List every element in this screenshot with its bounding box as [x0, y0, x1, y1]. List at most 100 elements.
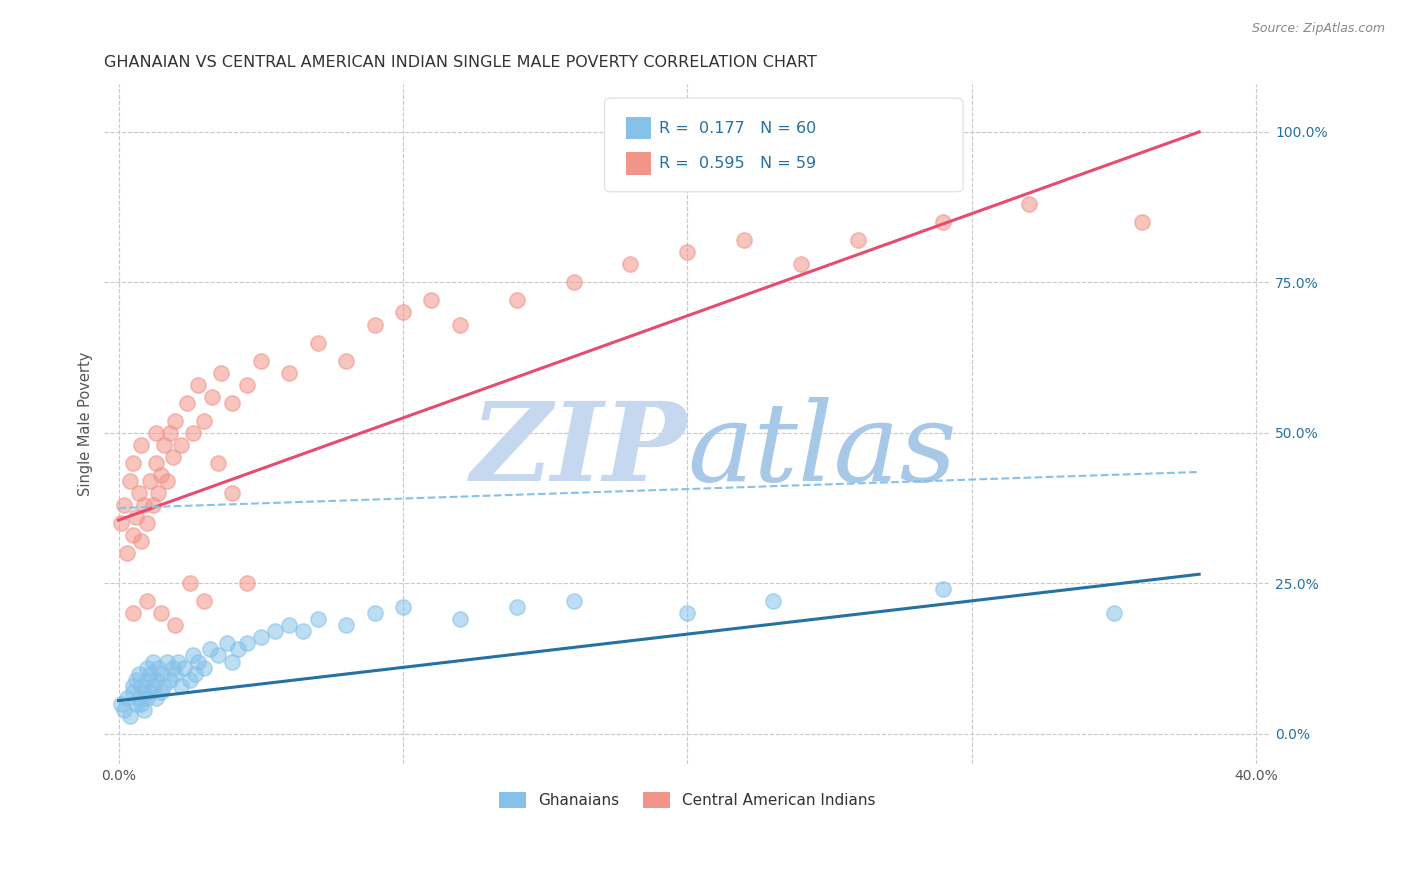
Point: [619, 257, 641, 271]
Point: [392, 305, 415, 319]
Point: [142, 498, 165, 512]
Point: [121, 679, 143, 693]
Point: [131, 679, 153, 693]
Point: [201, 390, 224, 404]
Point: [121, 607, 143, 621]
Point: [846, 233, 869, 247]
Point: [150, 666, 173, 681]
Point: [159, 425, 181, 440]
Point: [148, 486, 170, 500]
Point: [187, 655, 209, 669]
Point: [173, 660, 195, 674]
Point: [165, 618, 187, 632]
Point: [181, 425, 204, 440]
Point: [150, 467, 173, 482]
Point: [562, 594, 585, 608]
Point: [1130, 215, 1153, 229]
Point: [932, 215, 955, 229]
Text: GHANAIAN VS CENTRAL AMERICAN INDIAN SINGLE MALE POVERTY CORRELATION CHART: GHANAIAN VS CENTRAL AMERICAN INDIAN SING…: [104, 55, 817, 70]
Point: [131, 697, 153, 711]
Point: [1018, 197, 1040, 211]
Point: [156, 655, 179, 669]
Point: [142, 679, 165, 693]
Point: [145, 456, 167, 470]
Point: [181, 648, 204, 663]
Point: [226, 642, 249, 657]
Point: [179, 576, 201, 591]
Point: [148, 660, 170, 674]
Point: [124, 510, 146, 524]
Point: [165, 666, 187, 681]
Point: [307, 335, 329, 350]
Point: [278, 366, 301, 380]
Point: [235, 576, 257, 591]
Point: [176, 396, 198, 410]
Point: [124, 697, 146, 711]
Y-axis label: Single Male Poverty: Single Male Poverty: [79, 351, 93, 496]
Point: [159, 673, 181, 687]
Point: [170, 438, 193, 452]
Point: [505, 600, 527, 615]
Point: [264, 624, 287, 639]
Text: Source: ZipAtlas.com: Source: ZipAtlas.com: [1251, 22, 1385, 36]
Point: [150, 607, 173, 621]
Point: [134, 703, 156, 717]
Point: [112, 498, 135, 512]
Point: [363, 318, 385, 332]
Point: [136, 673, 159, 687]
Point: [449, 612, 471, 626]
Point: [278, 618, 301, 632]
Point: [676, 607, 699, 621]
Point: [193, 660, 215, 674]
Point: [249, 631, 271, 645]
Point: [562, 276, 585, 290]
Point: [128, 666, 150, 681]
Point: [136, 690, 159, 705]
Point: [207, 648, 229, 663]
Point: [1102, 607, 1125, 621]
Point: [162, 660, 184, 674]
Point: [198, 642, 221, 657]
Point: [762, 594, 785, 608]
Point: [118, 474, 141, 488]
Point: [221, 486, 243, 500]
Point: [335, 618, 357, 632]
Point: [136, 660, 159, 674]
Point: [790, 257, 813, 271]
Point: [124, 673, 146, 687]
Point: [139, 666, 162, 681]
Point: [121, 528, 143, 542]
Point: [733, 233, 755, 247]
Point: [110, 516, 132, 530]
Point: [193, 594, 215, 608]
Point: [179, 673, 201, 687]
Point: [235, 636, 257, 650]
Point: [235, 377, 257, 392]
Point: [131, 534, 153, 549]
Point: [145, 673, 167, 687]
Point: [307, 612, 329, 626]
Point: [153, 679, 176, 693]
Point: [249, 353, 271, 368]
Point: [292, 624, 315, 639]
Point: [676, 245, 699, 260]
Point: [167, 655, 190, 669]
Point: [134, 684, 156, 698]
Point: [932, 582, 955, 597]
Point: [150, 684, 173, 698]
Point: [162, 450, 184, 464]
Text: R =  0.595   N = 59: R = 0.595 N = 59: [659, 156, 817, 171]
Point: [121, 456, 143, 470]
Point: [184, 666, 207, 681]
Point: [139, 684, 162, 698]
Point: [134, 498, 156, 512]
Point: [221, 655, 243, 669]
Point: [145, 425, 167, 440]
Point: [209, 366, 232, 380]
Point: [128, 486, 150, 500]
Point: [139, 474, 162, 488]
Point: [136, 516, 159, 530]
Point: [187, 377, 209, 392]
Point: [128, 690, 150, 705]
Point: [165, 414, 187, 428]
